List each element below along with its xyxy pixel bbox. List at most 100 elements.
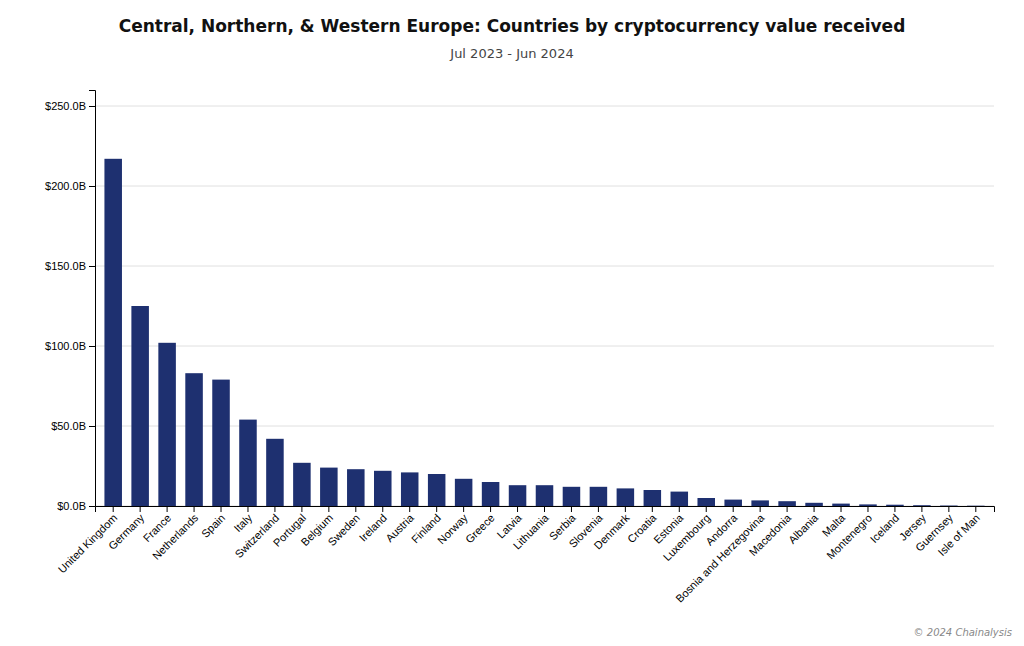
x-tick-label: Sweden [325, 512, 362, 549]
x-tick: Sweden [325, 506, 362, 548]
x-tick-mark [652, 506, 653, 512]
x-tick-mark [140, 506, 141, 512]
bar [644, 490, 662, 506]
x-tick-mark [571, 506, 572, 512]
x-tick-mark [301, 506, 302, 512]
x-tick-mark [382, 506, 383, 512]
y-tick-mark [89, 346, 95, 347]
x-tick-mark [194, 506, 195, 512]
x-tick: Ireland [357, 506, 389, 544]
x-tick-label: Macedonia [747, 511, 794, 558]
bar [131, 306, 149, 506]
y-tick: $100.0B [45, 340, 95, 352]
x-tick: Italy [231, 506, 254, 534]
x-tick: Albania [786, 506, 821, 546]
bar [751, 500, 769, 506]
x-tick: Isle of Man [935, 506, 982, 558]
grid-line [95, 106, 994, 107]
x-tick: Denmark [592, 506, 632, 552]
title: Central, Northern, & Western Europe: Cou… [119, 16, 906, 36]
bar [832, 504, 850, 506]
x-tick-label: Bosnia and Herzegovina [673, 511, 767, 605]
chart: Central, Northern, & Western Europe: Cou… [0, 0, 1024, 646]
x-tick-mark [463, 506, 464, 512]
x-tick-label: Switzerland [232, 512, 281, 561]
x-tick: Lithuania [511, 506, 552, 552]
bar [401, 472, 419, 506]
annotation: © 2024 Chainalysis [914, 627, 1012, 638]
bar [967, 505, 985, 506]
x-tick-mark [490, 506, 491, 512]
x-tick: Germany [106, 506, 147, 552]
x-tick-mark [760, 506, 761, 512]
x-tick-label: Greece [463, 512, 497, 546]
x-tick-label: Iceland [868, 512, 902, 546]
x-tick-mark [679, 506, 680, 512]
x-tick-mark [948, 506, 949, 512]
plot: $0.0B$50.0B$100.0B$150.0B$200.0B$250.0BU… [45, 91, 994, 605]
x-tick: Netherlands [150, 506, 201, 562]
x-tick-mark [921, 506, 922, 512]
x-tick-mark [894, 506, 895, 512]
bar [104, 159, 122, 506]
subtitle: Jul 2023 - Jun 2024 [449, 46, 573, 61]
y-tick: $250.0B [45, 100, 95, 112]
x-tick-label: Norway [435, 511, 470, 546]
bar [347, 469, 365, 506]
bar [590, 487, 608, 506]
y-tick: $200.0B [45, 180, 95, 192]
bar [697, 498, 715, 506]
y-tick: $150.0B [45, 260, 95, 272]
bar [185, 373, 203, 506]
grid [95, 106, 994, 506]
x-tick-label: Germany [106, 511, 147, 552]
bar [563, 487, 581, 506]
y-tick-mark [89, 186, 95, 187]
bar [536, 485, 554, 506]
bar [805, 503, 823, 506]
bar [913, 505, 931, 506]
y-tick-label: $50.0B [51, 420, 86, 432]
axis-domain [96, 507, 995, 513]
bar [212, 380, 230, 506]
x-tick-label: Italy [231, 511, 254, 534]
y-tick-label: $150.0B [45, 260, 86, 272]
y-tick-label: $100.0B [45, 340, 86, 352]
bar [671, 492, 689, 506]
x-tick-mark [274, 506, 275, 512]
y-tick-label: $0.0B [57, 500, 86, 512]
bar [374, 471, 392, 506]
bar [886, 505, 904, 506]
bar [482, 482, 500, 506]
y-tick-mark [89, 266, 95, 267]
x-tick-mark [247, 506, 248, 512]
x-tick-mark [113, 506, 114, 512]
x-tick-mark [517, 506, 518, 512]
x-tick-mark [221, 506, 222, 512]
x-tick-mark [787, 506, 788, 512]
y-tick-mark [89, 506, 95, 507]
x-tick-mark [841, 506, 842, 512]
x-tick: Iceland [868, 506, 902, 545]
bar [509, 485, 527, 506]
x-tick-mark [355, 506, 356, 512]
bar [455, 479, 473, 506]
bar [724, 500, 742, 506]
x-tick-mark [328, 506, 329, 512]
x-tick-label: Isle of Man [935, 512, 982, 559]
bar [940, 505, 958, 506]
bar [617, 488, 635, 506]
x-tick-mark [167, 506, 168, 512]
y-axis: $0.0B $50.0B $100.0B $150.0B $200.0B $250.0B [45, 91, 95, 513]
bar [239, 420, 257, 506]
x-tick-mark [544, 506, 545, 512]
x-tick-mark [867, 506, 868, 512]
bar [778, 501, 796, 506]
x-tick-label: Albania [786, 511, 821, 546]
x-tick-mark [598, 506, 599, 512]
x-tick-mark [409, 506, 410, 512]
x-tick-mark [733, 506, 734, 512]
y-tick-label: $200.0B [45, 180, 86, 192]
y-tick-label: $250.0B [45, 100, 86, 112]
grid-line [95, 346, 994, 347]
